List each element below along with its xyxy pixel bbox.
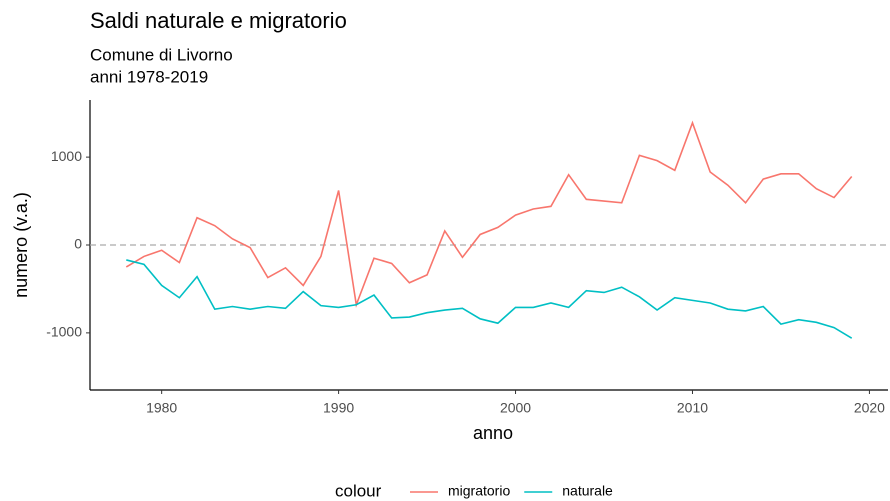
y-axis-label: numero (v.a.)	[11, 192, 31, 298]
chart-subtitle: Comune di Livorno	[90, 45, 233, 64]
x-axis-label: anno	[473, 423, 513, 443]
y-tick-label: -1000	[46, 324, 82, 340]
x-tick-label: 1980	[146, 400, 177, 416]
x-tick-label: 2010	[677, 400, 708, 416]
x-tick-label: 2020	[854, 400, 885, 416]
chart-title: Saldi naturale e migratorio	[90, 8, 347, 33]
series-line	[125, 120, 853, 308]
y-tick-label: 0	[74, 236, 82, 252]
legend-label: migratorio	[448, 483, 510, 499]
legend-label: naturale	[562, 483, 613, 499]
x-tick-label: 1990	[323, 400, 354, 416]
series-line	[126, 259, 853, 339]
legend-title: colour	[335, 481, 382, 500]
y-tick-label: 1000	[51, 148, 82, 164]
chart-subtitle: anni 1978-2019	[90, 67, 208, 86]
x-tick-label: 2000	[500, 400, 531, 416]
